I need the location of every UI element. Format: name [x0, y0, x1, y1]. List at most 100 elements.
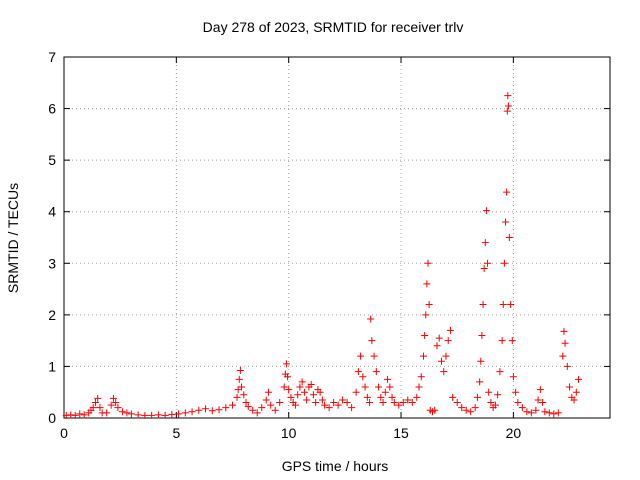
- data-point: [422, 311, 430, 319]
- data-point: [222, 404, 230, 412]
- data-point: [442, 352, 450, 360]
- data-point: [478, 331, 486, 339]
- data-point: [107, 401, 115, 409]
- data-point: [103, 409, 111, 417]
- data-point: [348, 404, 356, 412]
- data-point: [545, 409, 553, 417]
- data-point: [481, 239, 489, 247]
- data-point: [496, 368, 504, 376]
- data-point: [339, 396, 347, 404]
- data-point: [321, 401, 329, 409]
- data-point: [316, 388, 324, 396]
- data-point: [554, 409, 562, 417]
- data-point: [242, 399, 250, 407]
- chart-title: Day 278 of 2023, SRMTID for receiver trl…: [203, 19, 464, 35]
- data-point: [491, 401, 499, 409]
- data-point: [575, 375, 583, 383]
- data-point: [309, 391, 317, 399]
- data-point: [215, 406, 223, 414]
- data-point: [433, 342, 441, 350]
- data-point: [424, 259, 432, 267]
- data-point: [188, 408, 196, 416]
- data-point: [249, 406, 257, 414]
- data-point: [471, 404, 479, 412]
- data-point: [325, 404, 333, 412]
- data-point: [503, 107, 511, 115]
- data-point: [420, 352, 428, 360]
- data-point: [505, 234, 513, 241]
- data-point: [127, 410, 135, 418]
- data-point: [284, 373, 292, 381]
- data-point: [363, 393, 371, 401]
- data-point: [354, 368, 362, 376]
- x-tick-label: 15: [393, 425, 409, 441]
- data-point: [285, 386, 293, 394]
- data-point: [294, 391, 302, 399]
- data-point: [500, 259, 508, 267]
- data-point: [485, 388, 493, 396]
- data-point: [381, 388, 389, 396]
- data-point: [312, 399, 320, 407]
- data-point: [366, 399, 374, 407]
- y-axis-label: SRMTID / TECUs: [5, 183, 21, 293]
- data-point: [504, 102, 512, 110]
- y-tick-label: 7: [48, 49, 56, 65]
- data-point: [512, 388, 520, 396]
- data-point: [379, 399, 387, 407]
- data-point: [96, 404, 104, 412]
- data-point: [368, 337, 376, 345]
- data-point: [532, 406, 540, 414]
- data-point: [271, 406, 279, 414]
- data-point: [527, 409, 535, 417]
- data-point: [109, 394, 117, 402]
- data-point: [91, 399, 99, 407]
- grid-lines: [64, 57, 610, 418]
- data-point: [258, 404, 266, 412]
- data-point: [89, 404, 97, 412]
- data-point: [440, 368, 448, 376]
- data-point: [67, 411, 75, 419]
- data-point: [148, 411, 156, 419]
- data-point: [62, 411, 70, 419]
- x-axis-label: GPS time / hours: [282, 458, 389, 474]
- data-point: [467, 408, 475, 416]
- data-point: [357, 352, 365, 360]
- data-point: [134, 411, 142, 419]
- data-point: [435, 334, 443, 342]
- data-point: [240, 391, 248, 399]
- data-point: [276, 399, 284, 407]
- data-point: [307, 380, 315, 388]
- data-point: [444, 337, 452, 345]
- data-point: [458, 404, 466, 412]
- data-point: [282, 360, 290, 368]
- data-point: [423, 280, 431, 288]
- data-point: [287, 393, 295, 401]
- data-point: [502, 218, 510, 226]
- data-point: [503, 188, 511, 196]
- data-point: [76, 410, 84, 418]
- data-point: [534, 396, 542, 404]
- data-point: [80, 411, 88, 419]
- data-point: [168, 410, 176, 418]
- data-point: [361, 383, 369, 391]
- y-tick-label: 4: [48, 204, 56, 220]
- y-tick-label: 2: [48, 307, 56, 323]
- data-point: [208, 407, 216, 415]
- data-point: [390, 399, 398, 407]
- data-point: [352, 388, 360, 396]
- data-point: [462, 406, 470, 414]
- data-point: [359, 373, 367, 381]
- data-point: [71, 411, 79, 419]
- data-point: [514, 399, 522, 407]
- data-point: [343, 399, 351, 407]
- data-point: [175, 410, 183, 418]
- data-point: [404, 396, 412, 404]
- data-point: [395, 401, 403, 409]
- data-point: [280, 383, 288, 391]
- data-point: [431, 406, 439, 414]
- data-point: [114, 404, 122, 412]
- data-point: [421, 331, 429, 339]
- data-point: [195, 406, 203, 414]
- data-point: [238, 383, 246, 391]
- data-point: [264, 388, 272, 396]
